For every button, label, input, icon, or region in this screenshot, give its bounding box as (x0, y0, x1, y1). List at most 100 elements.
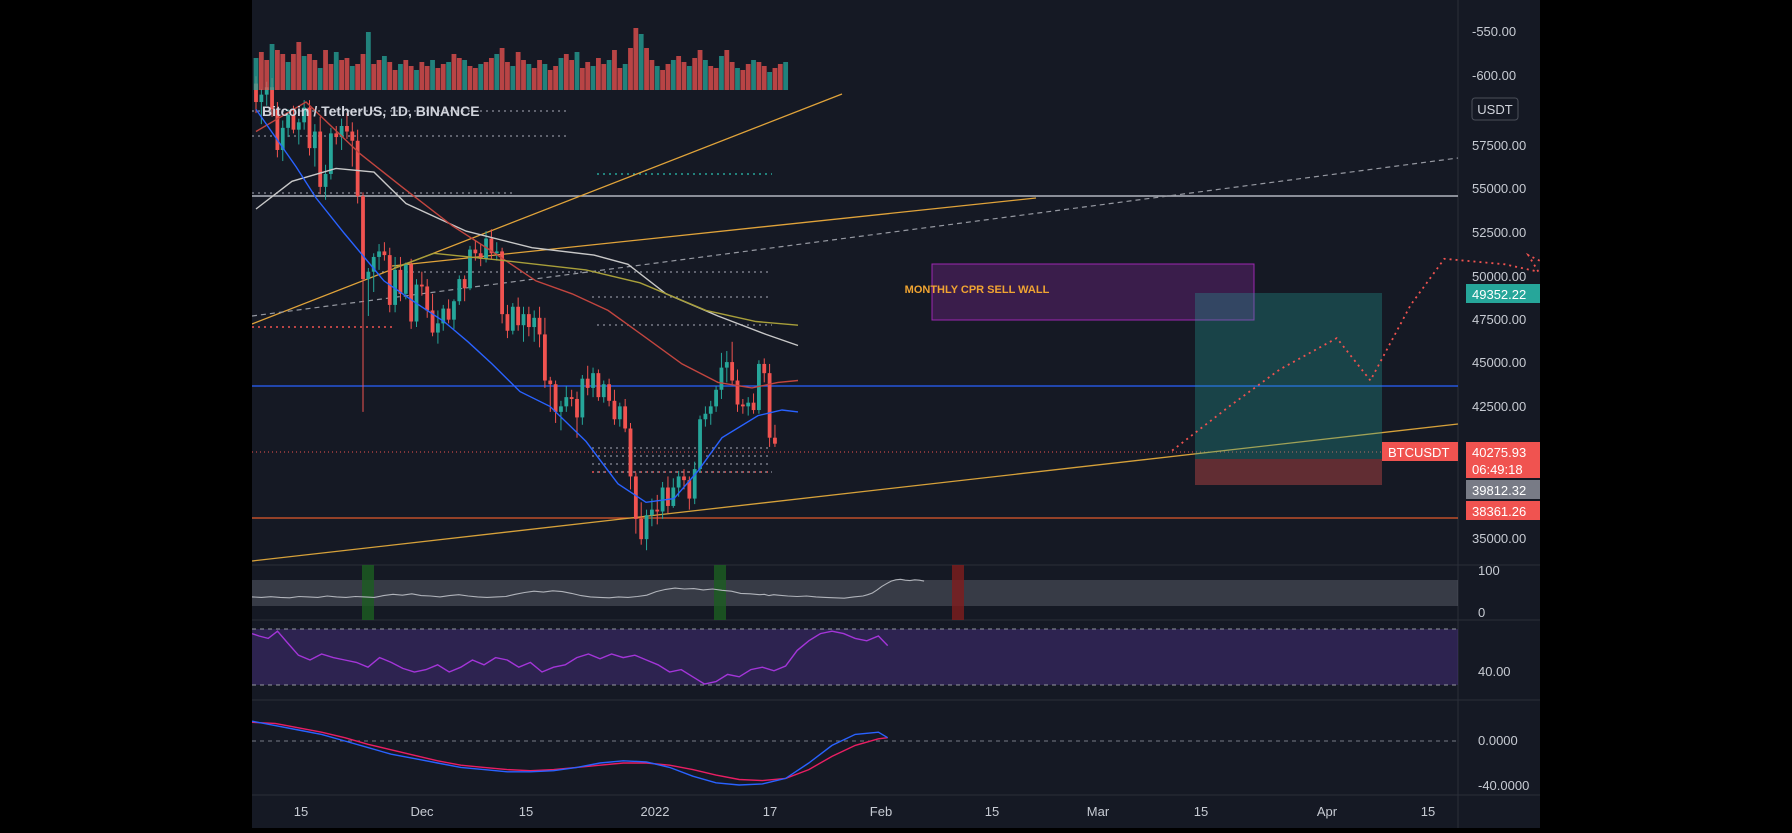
volume-bar (772, 68, 778, 90)
volume-bar (467, 66, 473, 90)
volume-bar (649, 60, 655, 90)
candle-body (687, 480, 692, 499)
stoch-axis-tick: 100 (1478, 563, 1500, 578)
volume-bar (456, 58, 462, 90)
candle-body (510, 306, 515, 331)
price-axis-tick: 50000.00 (1472, 269, 1526, 284)
moving-average-line (255, 108, 799, 504)
price-tag (1466, 284, 1544, 303)
time-axis-tick: 15 (294, 804, 308, 819)
candle-body (441, 308, 446, 324)
volume-bar (280, 54, 286, 90)
volume-bar (558, 58, 564, 90)
candle-body (280, 127, 285, 150)
volume-bar (729, 62, 735, 90)
trading-chart[interactable]: 35000.0037500.0040000.0042500.0045000.00… (251, 0, 1559, 828)
candle-body (377, 251, 381, 257)
volume-bar (638, 34, 644, 90)
currency-label: USDT (1477, 102, 1512, 117)
volume-bar (275, 50, 280, 90)
price-tag (1466, 442, 1544, 461)
volume-bar (676, 56, 682, 90)
chart-title: Bitcoin / TetherUS, 1D, BINANCE (262, 103, 480, 119)
candle-body (505, 314, 510, 331)
stoch-line (251, 578, 925, 599)
volume-bar (355, 64, 361, 90)
candle-body (762, 363, 767, 374)
candle-body (633, 476, 638, 519)
volume-bar (745, 64, 751, 90)
moving-average-line (255, 101, 799, 389)
volume-bar (317, 68, 323, 90)
candle-body (345, 126, 349, 132)
candle-body (666, 487, 670, 506)
volume-bar (333, 52, 339, 90)
candle-body (617, 406, 622, 420)
volume-bar (633, 28, 639, 90)
candle-body (419, 284, 424, 287)
currency-badge[interactable]: USDT (1471, 97, 1519, 121)
volume-bar (296, 42, 302, 90)
candle-body (312, 131, 317, 149)
position-target-zone (1195, 293, 1382, 459)
volume-bar (708, 66, 714, 90)
candle-body (436, 323, 440, 333)
time-axis-tick: Dec (410, 804, 434, 819)
volume-bar (713, 68, 719, 90)
candle-body (307, 107, 312, 149)
stoch-axis-tick: 0 (1478, 605, 1485, 620)
volume-bar (312, 60, 318, 90)
projection-path (1171, 252, 1559, 452)
stoch-signal-zone (714, 565, 726, 620)
volume-bar (408, 66, 414, 90)
volume-bar (563, 54, 569, 90)
volume-bar (537, 60, 542, 90)
trendline-upper (251, 93, 843, 325)
price-tag-label: 49352.22 (1472, 287, 1526, 302)
volume-bars (253, 28, 789, 90)
stoch-band (252, 580, 1458, 606)
stoch-signal-zone (362, 565, 374, 620)
candle-body (746, 402, 751, 407)
candle-body (628, 428, 633, 477)
drawings (251, 93, 1559, 562)
volume-bar (547, 70, 553, 90)
rsi-axis-tick: 40.00 (1478, 664, 1511, 679)
volume-bar (526, 64, 532, 90)
volume-bar (253, 58, 259, 90)
ticker-tag-label: BTCUSDT (1388, 445, 1449, 460)
macd-axis-tick: 0.0000 (1478, 733, 1518, 748)
candle-body (601, 384, 606, 398)
rsi-band (252, 629, 1458, 685)
candle-body (575, 398, 579, 418)
time-axis-tick: 15 (985, 804, 999, 819)
volume-bar (301, 56, 307, 90)
candle-body (270, 87, 274, 110)
candle-body (462, 279, 467, 289)
candle-body (403, 264, 408, 294)
candle-body (724, 362, 729, 368)
volume-axis-tick: -550.00 (1472, 24, 1516, 39)
volume-bar (307, 54, 312, 90)
price-tag-label: 38361.26 (1472, 504, 1526, 519)
price-axis-tick: 55000.00 (1472, 181, 1526, 196)
price-axis[interactable]: 35000.0037500.0040000.0042500.0045000.00… (1382, 24, 1544, 793)
volume-bar (328, 64, 334, 90)
candle-body (259, 94, 264, 103)
volume-bar (440, 64, 446, 90)
volume-bar (392, 70, 398, 90)
candle-body (409, 264, 414, 322)
time-axis-tick: 15 (1194, 804, 1208, 819)
volume-bar (681, 62, 687, 90)
price-tag-label: 06:49:18 (1472, 462, 1523, 477)
candle-body (639, 518, 644, 540)
time-axis[interactable]: 15 Dec 15 2022 17 Feb 15 Mar 15 Apr 15 (294, 804, 1435, 819)
candle-body (773, 437, 777, 444)
candle-body (767, 373, 772, 438)
macd-axis-tick: -40.0000 (1478, 778, 1529, 793)
volume-bar (435, 68, 441, 90)
candle-body (543, 334, 547, 381)
macd-line (251, 720, 889, 786)
time-axis-tick: Mar (1087, 804, 1110, 819)
chart-canvas[interactable]: 35000.0037500.0040000.0042500.0045000.00… (251, 0, 1559, 828)
